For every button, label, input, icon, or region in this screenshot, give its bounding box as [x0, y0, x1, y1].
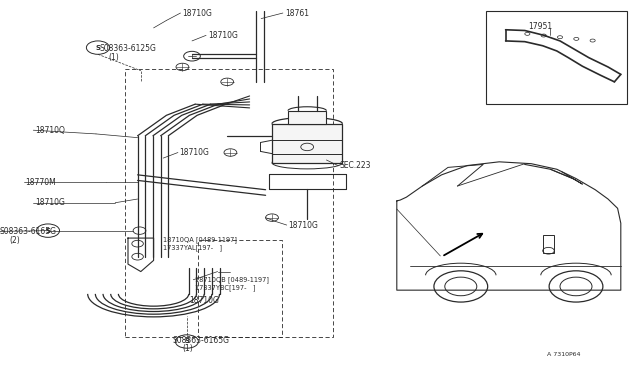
- Text: 17951: 17951: [528, 22, 552, 31]
- Text: (2): (2): [10, 236, 20, 245]
- Text: S: S: [184, 339, 189, 344]
- Text: 18761: 18761: [285, 9, 309, 17]
- Text: 18710QA [0489-1197]: 18710QA [0489-1197]: [163, 237, 237, 243]
- Bar: [543, 235, 554, 253]
- Bar: [486, 11, 627, 104]
- Bar: [125, 69, 333, 337]
- Text: 18710G: 18710G: [208, 31, 238, 40]
- Bar: [272, 124, 342, 163]
- Text: A 7310P64: A 7310P64: [547, 352, 580, 357]
- Text: 18710G: 18710G: [179, 148, 209, 157]
- Bar: [198, 240, 282, 337]
- Text: S: S: [45, 228, 51, 234]
- Text: (1): (1): [182, 344, 193, 353]
- Text: S08363-6125G: S08363-6125G: [99, 44, 156, 53]
- Text: 18770M: 18770M: [26, 178, 56, 187]
- Text: 18710G: 18710G: [35, 198, 65, 207]
- Text: 18710G: 18710G: [182, 9, 212, 17]
- Text: 17337YBC[197-   ]: 17337YBC[197- ]: [195, 284, 256, 291]
- Text: 18710G: 18710G: [288, 221, 318, 230]
- Text: S08363-6165G: S08363-6165G: [173, 336, 230, 345]
- Bar: [288, 110, 326, 124]
- Text: 18710G: 18710G: [189, 296, 219, 305]
- Text: (1): (1): [109, 53, 120, 62]
- Text: 17337YAL[197-   ]: 17337YAL[197- ]: [163, 244, 222, 251]
- Text: 18710QB [0489-1197]: 18710QB [0489-1197]: [195, 276, 269, 283]
- Text: S: S: [95, 45, 100, 51]
- Text: SEC.223: SEC.223: [339, 161, 371, 170]
- Text: S08363-6165G: S08363-6165G: [0, 227, 57, 236]
- Text: 18710Q: 18710Q: [35, 126, 65, 135]
